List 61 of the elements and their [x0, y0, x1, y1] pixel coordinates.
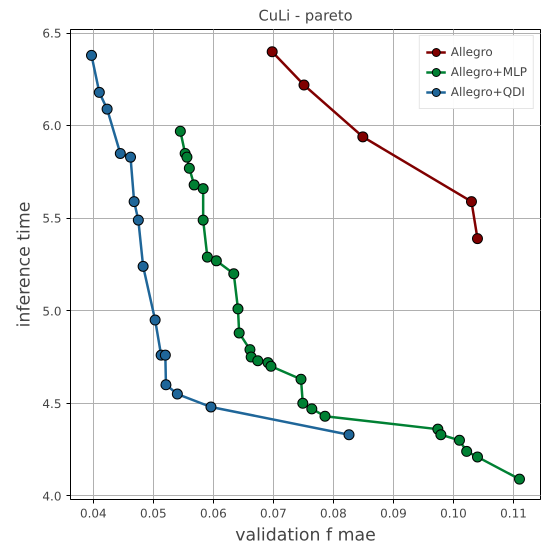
point	[472, 233, 483, 244]
x-tick-label: 0.05	[140, 506, 167, 520]
y-axis-title: inference time	[14, 202, 34, 328]
point	[188, 179, 200, 190]
x-tick-label: 0.08	[320, 506, 347, 520]
point	[198, 214, 209, 226]
y-tick-label: 5.5	[42, 212, 62, 226]
point	[454, 434, 465, 446]
point	[102, 104, 113, 115]
y-tick-label: 6.5	[42, 26, 62, 41]
point	[461, 446, 472, 457]
point	[252, 355, 264, 366]
y-tick-label: 4.0	[42, 489, 62, 504]
x-tick-label: 0.09	[380, 506, 407, 520]
point	[184, 162, 195, 174]
point	[205, 401, 216, 412]
point	[172, 388, 183, 400]
point	[297, 398, 308, 409]
x-axis-title: validation f mae	[235, 526, 376, 546]
point	[232, 303, 244, 314]
x-tick-label: 0.06	[200, 506, 227, 520]
point	[234, 327, 245, 338]
point	[132, 214, 144, 226]
point	[306, 403, 318, 414]
x-tick-label: 0.04	[80, 506, 107, 520]
legend-label: Allegro	[450, 45, 493, 59]
y-tick-label: 5.0	[42, 304, 62, 318]
point	[472, 451, 483, 462]
point	[138, 260, 149, 272]
point	[266, 46, 278, 58]
x-tick-label: 0.11	[500, 506, 527, 520]
point	[181, 152, 192, 163]
y-tick-label: 4.5	[42, 396, 62, 411]
point	[344, 429, 355, 440]
point	[128, 196, 140, 208]
point	[174, 126, 186, 137]
chart-title: CuLi - pareto	[258, 8, 353, 24]
point	[514, 474, 525, 485]
point	[466, 196, 477, 208]
point	[160, 350, 171, 361]
point	[114, 148, 126, 159]
point	[298, 80, 310, 90]
point	[150, 314, 161, 326]
legend-label: Allegro+QDI	[450, 85, 525, 99]
point	[357, 131, 368, 142]
point	[265, 360, 276, 372]
point	[320, 410, 331, 422]
point	[94, 86, 105, 98]
point	[160, 379, 172, 390]
point	[210, 255, 222, 266]
point	[228, 268, 240, 280]
x-tick-label: 0.07	[260, 506, 287, 520]
point	[202, 252, 213, 263]
y-tick-label: 6.0	[42, 119, 62, 134]
point	[86, 50, 98, 61]
point	[125, 152, 136, 163]
x-tick-label: 0.10	[440, 506, 467, 520]
point	[198, 183, 209, 194]
point	[435, 429, 446, 440]
point	[296, 374, 306, 385]
legend-label: Allegro+MLP	[450, 65, 527, 79]
